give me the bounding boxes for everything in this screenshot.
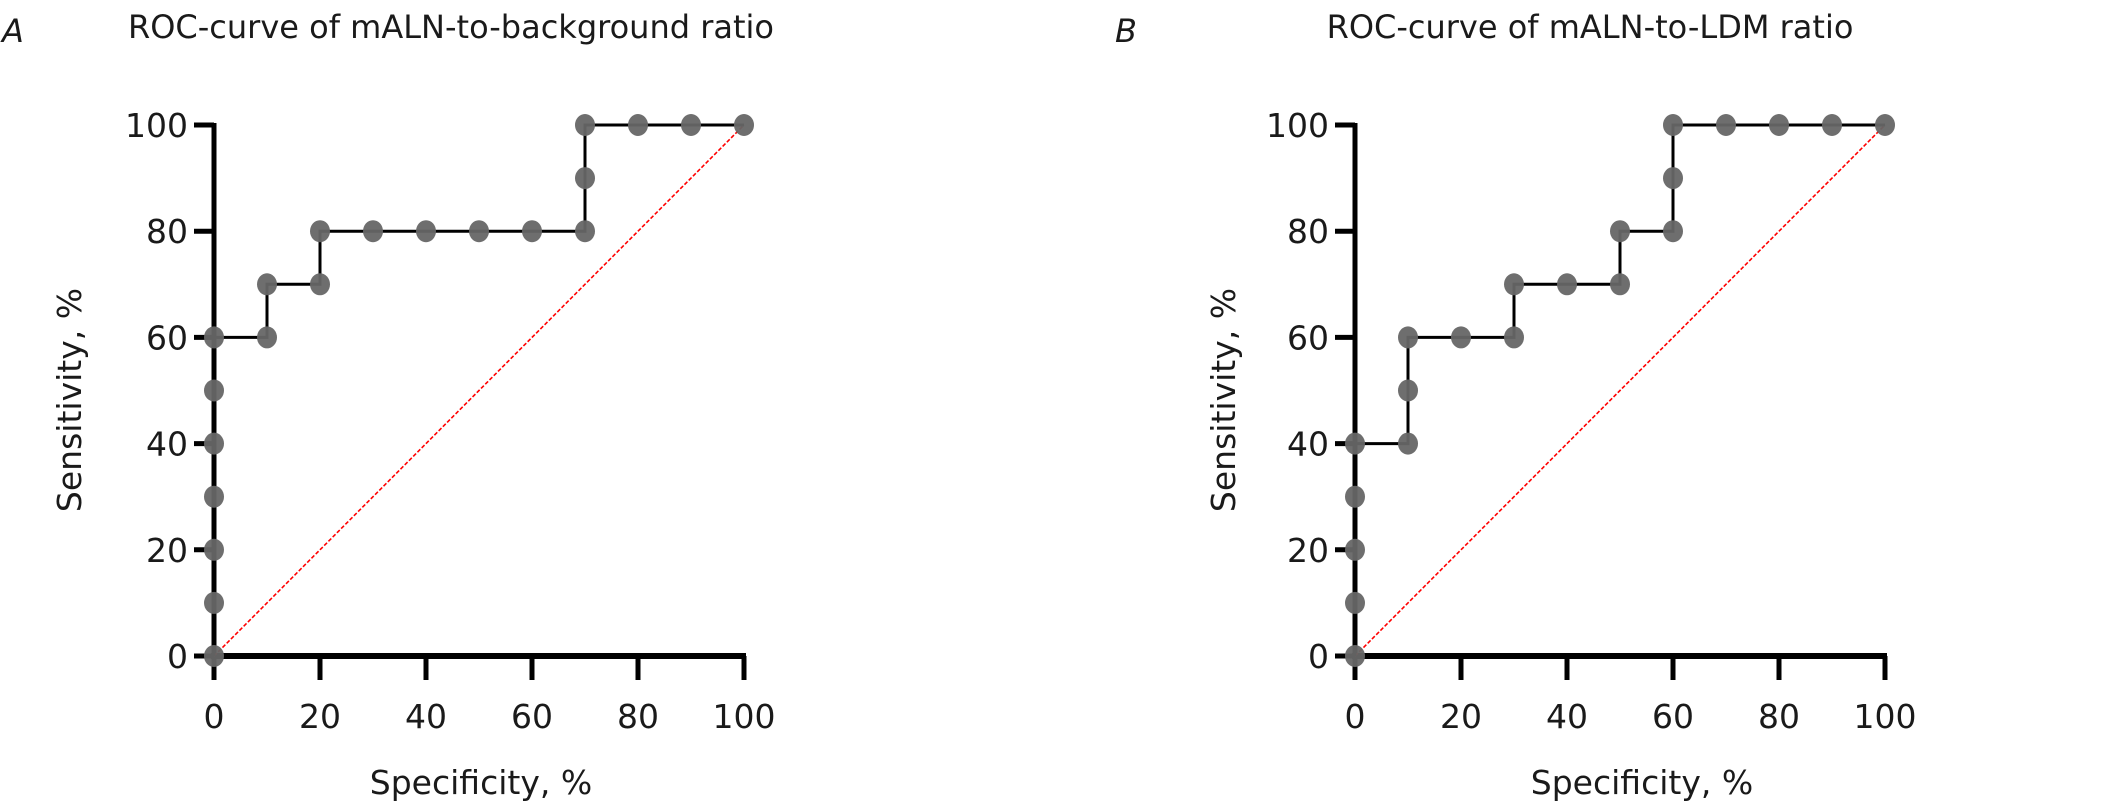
chart-title: ROC-curve of mALN-to-background ratio <box>128 8 774 46</box>
x-tick-label: 40 <box>1546 697 1588 736</box>
data-point <box>1610 273 1630 296</box>
y-tick-label: 60 <box>146 318 188 357</box>
data-point <box>1504 273 1524 296</box>
y-tick-label: 100 <box>125 106 188 145</box>
data-point <box>204 432 224 455</box>
panel-letter: B <box>1115 12 1137 50</box>
y-tick-label: 20 <box>1287 531 1329 570</box>
data-point <box>204 326 224 349</box>
y-tick-label: 60 <box>1287 318 1329 357</box>
data-point <box>575 167 595 190</box>
x-tick-label: 80 <box>617 697 659 736</box>
reference-line <box>1354 124 1886 657</box>
data-point <box>204 591 224 614</box>
x-tick-label: 60 <box>1652 697 1694 736</box>
x-tick-label: 20 <box>1440 697 1482 736</box>
data-point <box>204 645 224 667</box>
y-tick-label: 80 <box>146 212 188 251</box>
y-tick-label: 0 <box>1308 637 1329 676</box>
panel-letter: A <box>0 12 24 50</box>
data-point <box>363 220 383 243</box>
data-point <box>1398 379 1418 402</box>
data-point <box>1451 326 1471 349</box>
data-point <box>204 538 224 561</box>
data-point <box>1769 114 1789 136</box>
data-point <box>575 220 595 243</box>
data-point <box>1557 273 1577 296</box>
data-point <box>628 114 648 136</box>
data-point <box>1345 645 1365 667</box>
data-point <box>1345 432 1365 455</box>
data-point <box>257 326 277 349</box>
y-tick-label: 20 <box>146 531 188 570</box>
y-tick-label: 40 <box>1287 425 1329 464</box>
data-point <box>1398 432 1418 455</box>
data-point <box>734 114 754 136</box>
x-tick-label: 0 <box>204 697 225 736</box>
plot-area: 0 20 40 60 80 100 0 20 40 60 80 100 <box>1266 106 1917 736</box>
data-point <box>1504 326 1524 349</box>
x-tick-label: 0 <box>1345 697 1366 736</box>
data-point <box>1345 538 1365 561</box>
x-tick-label: 100 <box>1854 697 1917 736</box>
y-tick-label: 100 <box>1266 106 1329 145</box>
data-point <box>681 114 701 136</box>
data-point <box>1398 326 1418 349</box>
reference-line <box>213 124 745 657</box>
data-point <box>204 485 224 508</box>
data-point <box>310 273 330 296</box>
data-point <box>204 379 224 402</box>
data-point <box>1875 114 1895 136</box>
y-axis-label: Sensitivity, % <box>1204 288 1243 512</box>
data-point <box>1663 114 1683 136</box>
data-point <box>1663 220 1683 243</box>
y-tick-label: 40 <box>146 425 188 464</box>
plot-area: 0 20 40 60 80 100 0 20 40 60 80 100 <box>125 106 776 736</box>
data-point <box>1822 114 1842 136</box>
y-tick-label: 0 <box>167 637 188 676</box>
data-point <box>416 220 436 243</box>
panel-a: A ROC-curve of mALN-to-background ratio … <box>0 8 776 802</box>
data-point <box>469 220 489 243</box>
x-axis-label: Specificity, % <box>1531 763 1753 802</box>
data-point <box>1345 591 1365 614</box>
x-axis-label: Specificity, % <box>370 763 592 802</box>
data-point <box>1716 114 1736 136</box>
data-point <box>1663 167 1683 190</box>
x-tick-label: 40 <box>405 697 447 736</box>
data-point <box>1345 485 1365 508</box>
panel-b: B ROC-curve of mALN-to-LDM ratio Specifi… <box>1115 8 1917 802</box>
y-axis-label: Sensitivity, % <box>50 288 89 512</box>
data-point <box>575 114 595 136</box>
chart-title: ROC-curve of mALN-to-LDM ratio <box>1327 8 1854 46</box>
data-point <box>257 273 277 296</box>
x-tick-label: 60 <box>511 697 553 736</box>
x-tick-label: 20 <box>299 697 341 736</box>
data-point <box>310 220 330 243</box>
x-tick-label: 80 <box>1758 697 1800 736</box>
data-point <box>522 220 542 243</box>
y-tick-label: 80 <box>1287 212 1329 251</box>
data-point <box>1610 220 1630 243</box>
x-tick-label: 100 <box>713 697 776 736</box>
